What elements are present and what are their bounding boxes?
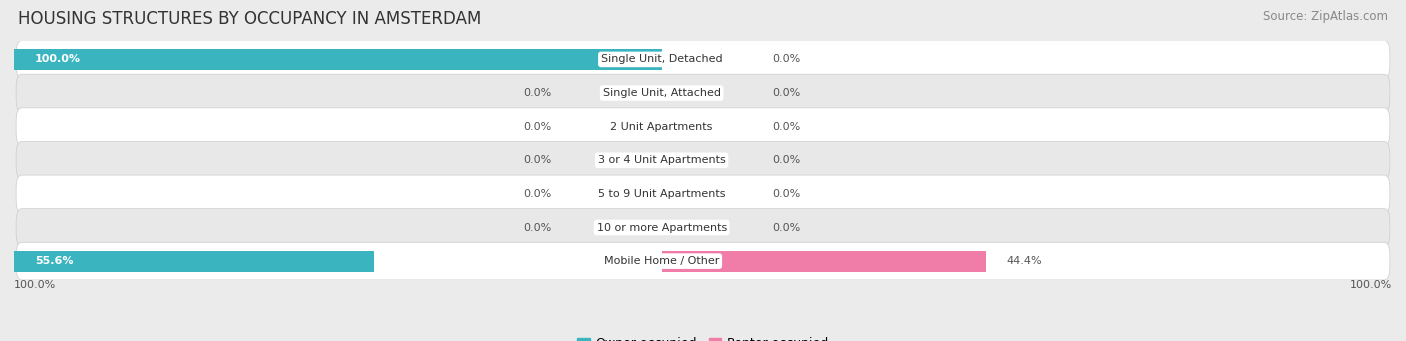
Bar: [662, 251, 986, 271]
Text: 0.0%: 0.0%: [772, 155, 800, 165]
Text: 3 or 4 Unit Apartments: 3 or 4 Unit Apartments: [598, 155, 725, 165]
Text: Mobile Home / Other: Mobile Home / Other: [605, 256, 720, 266]
Text: HOUSING STRUCTURES BY OCCUPANCY IN AMSTERDAM: HOUSING STRUCTURES BY OCCUPANCY IN AMSTE…: [18, 10, 482, 28]
FancyBboxPatch shape: [15, 175, 1391, 213]
Bar: [14, 251, 374, 271]
Text: 100.0%: 100.0%: [1350, 280, 1392, 290]
Text: 0.0%: 0.0%: [772, 223, 800, 233]
Text: 0.0%: 0.0%: [772, 189, 800, 199]
Text: 55.6%: 55.6%: [35, 256, 73, 266]
Bar: [14, 49, 662, 70]
FancyBboxPatch shape: [15, 108, 1391, 146]
Text: 44.4%: 44.4%: [1007, 256, 1042, 266]
Text: 100.0%: 100.0%: [14, 280, 56, 290]
Text: 5 to 9 Unit Apartments: 5 to 9 Unit Apartments: [598, 189, 725, 199]
FancyBboxPatch shape: [15, 142, 1391, 179]
Text: Source: ZipAtlas.com: Source: ZipAtlas.com: [1263, 10, 1388, 23]
Text: 0.0%: 0.0%: [523, 122, 551, 132]
Text: 2 Unit Apartments: 2 Unit Apartments: [610, 122, 713, 132]
FancyBboxPatch shape: [15, 209, 1391, 246]
Text: 0.0%: 0.0%: [523, 88, 551, 98]
Text: Single Unit, Attached: Single Unit, Attached: [603, 88, 721, 98]
Text: 0.0%: 0.0%: [772, 88, 800, 98]
Text: 0.0%: 0.0%: [772, 55, 800, 64]
Text: 0.0%: 0.0%: [523, 189, 551, 199]
FancyBboxPatch shape: [15, 41, 1391, 78]
FancyBboxPatch shape: [15, 74, 1391, 112]
Text: 0.0%: 0.0%: [523, 155, 551, 165]
Text: Single Unit, Detached: Single Unit, Detached: [600, 55, 723, 64]
Text: 100.0%: 100.0%: [35, 55, 80, 64]
Text: 0.0%: 0.0%: [772, 122, 800, 132]
FancyBboxPatch shape: [15, 242, 1391, 280]
Text: 10 or more Apartments: 10 or more Apartments: [596, 223, 727, 233]
Text: 0.0%: 0.0%: [523, 223, 551, 233]
Legend: Owner-occupied, Renter-occupied: Owner-occupied, Renter-occupied: [578, 337, 828, 341]
